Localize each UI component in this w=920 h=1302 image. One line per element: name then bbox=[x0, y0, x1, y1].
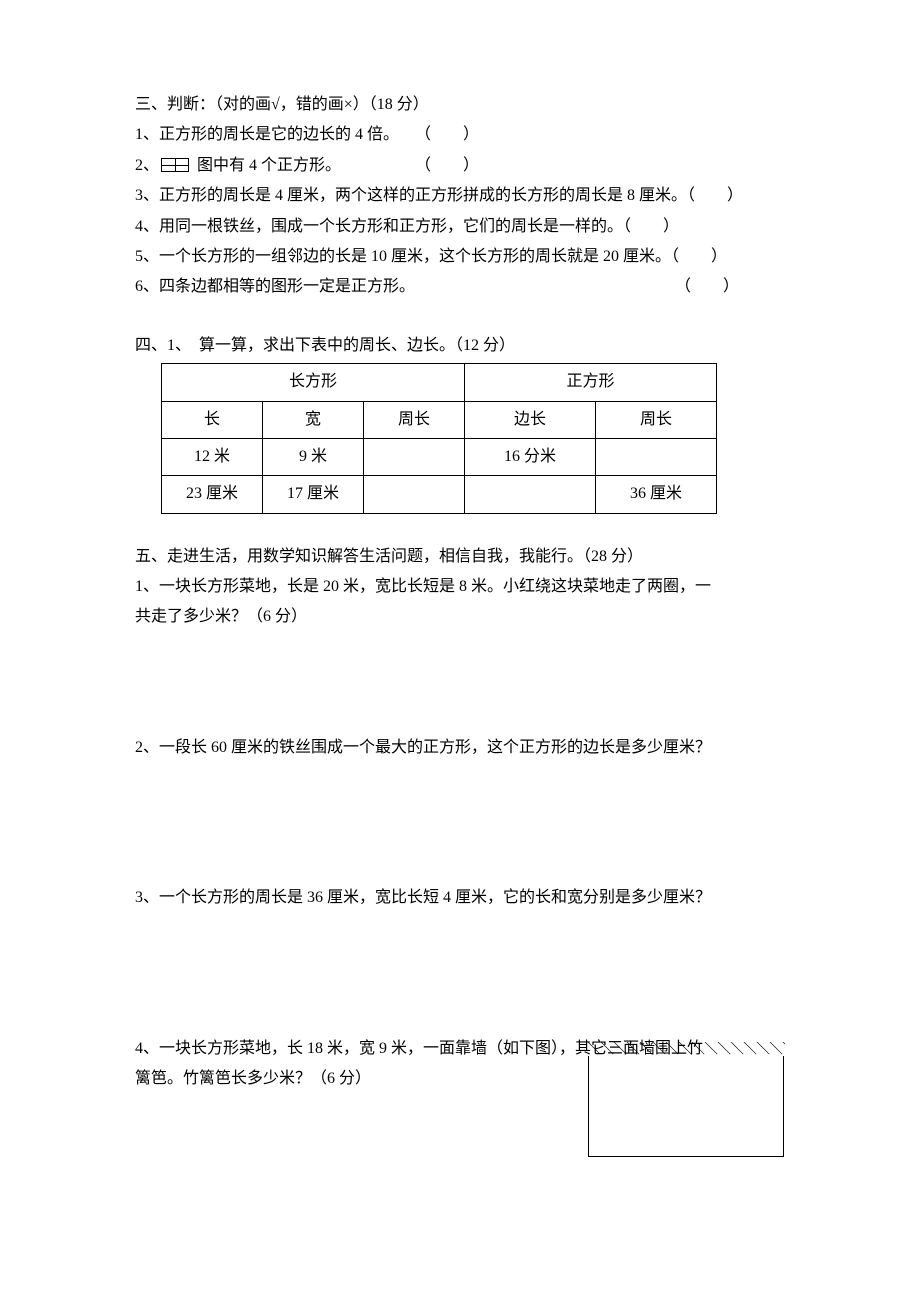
grid-icon bbox=[161, 158, 189, 172]
hdr-perim: 周长 bbox=[364, 401, 465, 438]
hdr-perim2: 周长 bbox=[596, 401, 717, 438]
spacer bbox=[135, 303, 785, 331]
s3-q6-text: 6、四条边都相等的图形一定是正方形。 bbox=[135, 278, 415, 295]
hdr-length: 长 bbox=[162, 401, 263, 438]
s3-q2: 2、 图中有 4 个正方形。 （ ） bbox=[135, 151, 785, 181]
table-row: 12 米 9 米 16 分米 bbox=[162, 438, 717, 475]
cell bbox=[465, 476, 596, 513]
spacer bbox=[135, 514, 785, 542]
page: 三、判断：（对的画√，错的画×）（18 分） 1、正方形的周长是它的边长的 4 … bbox=[0, 0, 920, 1302]
cell: 9 米 bbox=[263, 438, 364, 475]
s3-q1-text: 1、正方形的周长是它的边长的 4 倍。 bbox=[135, 126, 399, 143]
spacer bbox=[135, 633, 785, 733]
wall-box bbox=[588, 1056, 784, 1157]
hatch-icon: ＼＼＼＼＼＼＼＼＼＼＼＼＼＼＼＼ bbox=[585, 1042, 785, 1056]
s5-q2: 2、一段长 60 厘米的铁丝围成一个最大的正方形，这个正方形的边长是多少厘米？ bbox=[135, 733, 785, 763]
hdr-side: 边长 bbox=[465, 401, 596, 438]
cell: 36 厘米 bbox=[596, 476, 717, 513]
s3-q6-paren: （ ） bbox=[675, 272, 739, 302]
s3-q2-paren: （ ） bbox=[415, 151, 479, 181]
s3-q3: 3、正方形的周长是 4 厘米，两个这样的正方形拼成的长方形的周长是 8 厘米。（… bbox=[135, 181, 785, 211]
s3-q1: 1、正方形的周长是它的边长的 4 倍。 （ ） bbox=[135, 120, 785, 150]
spacer bbox=[135, 914, 785, 1034]
hdr-square: 正方形 bbox=[465, 364, 717, 401]
table-row-header2: 长 宽 周长 边长 周长 bbox=[162, 401, 717, 438]
cell bbox=[364, 476, 465, 513]
cell bbox=[596, 438, 717, 475]
s3-q5: 5、一个长方形的一组邻边的长是 10 厘米，这个长方形的周长就是 20 厘米。（… bbox=[135, 242, 785, 272]
table-row-header1: 长方形 正方形 bbox=[162, 364, 717, 401]
s5-q1a: 1、一块长方形菜地，长是 20 米，宽比长短是 8 米。小红绕这块菜地走了两圈，… bbox=[135, 572, 785, 602]
s3-q2-pre: 2、 bbox=[135, 157, 159, 174]
section3-title: 三、判断：（对的画√，错的画×）（18 分） bbox=[135, 90, 785, 120]
hdr-width: 宽 bbox=[263, 401, 364, 438]
cell: 12 米 bbox=[162, 438, 263, 475]
section5-title: 五、走进生活，用数学知识解答生活问题，相信自我，我能行。（28 分） bbox=[135, 542, 785, 572]
calc-table: 长方形 正方形 长 宽 周长 边长 周长 12 米 9 米 16 分米 23 厘… bbox=[161, 363, 717, 514]
s5-q3: 3、一个长方形的周长是 36 厘米，宽比长短 4 厘米，它的长和宽分别是多少厘米… bbox=[135, 883, 785, 913]
s3-q4: 4、用同一根铁丝，围成一个长方形和正方形，它们的周长是一样的。（ ） bbox=[135, 212, 785, 242]
cell: 16 分米 bbox=[465, 438, 596, 475]
spacer bbox=[135, 763, 785, 883]
s3-q1-paren: （ ） bbox=[415, 120, 479, 150]
s5-q1b: 共走了多少米？（6 分） bbox=[135, 602, 785, 632]
section4-title: 四、1、 算一算，求出下表中的周长、边长。（12 分） bbox=[135, 331, 785, 361]
cell bbox=[364, 438, 465, 475]
s5-q4b: 篱笆。竹篱笆长多少米？（6 分） bbox=[135, 1070, 371, 1087]
cell: 23 厘米 bbox=[162, 476, 263, 513]
hdr-rect: 长方形 bbox=[162, 364, 465, 401]
cell: 17 厘米 bbox=[263, 476, 364, 513]
table-row: 23 厘米 17 厘米 36 厘米 bbox=[162, 476, 717, 513]
s3-q2-post: 图中有 4 个正方形。 bbox=[197, 157, 341, 174]
wall-figure: ＼＼＼＼＼＼＼＼＼＼＼＼＼＼＼＼ bbox=[585, 1042, 785, 1157]
s3-q6: 6、四条边都相等的图形一定是正方形。 （ ） bbox=[135, 272, 785, 302]
